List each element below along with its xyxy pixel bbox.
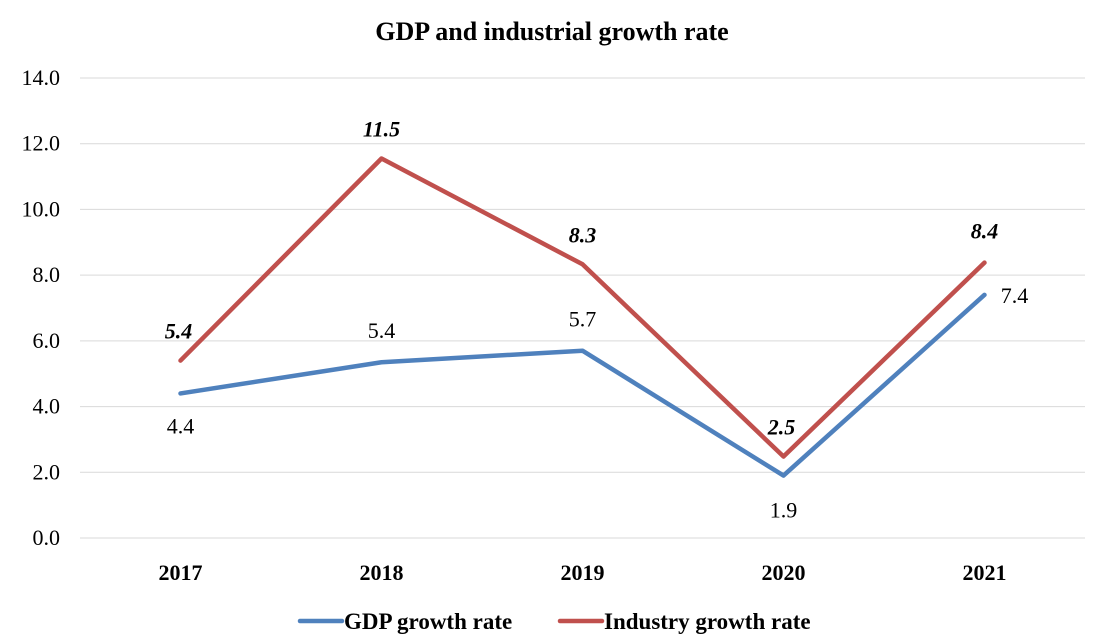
y-tick-label: 10.0 [22, 196, 61, 221]
data-label-gdp-2019: 5.7 [569, 307, 597, 332]
y-tick-label: 4.0 [33, 394, 61, 419]
x-tick-label-2020: 2020 [762, 560, 806, 585]
data-label-gdp-2017: 4.4 [167, 413, 195, 438]
y-tick-label: 0.0 [33, 525, 61, 550]
grid-lines [80, 77, 1085, 539]
data-label-industry-2018: 11.5 [363, 117, 400, 142]
series-lines [178, 156, 987, 478]
y-tick-label: 2.0 [33, 459, 61, 484]
y-tick-label: 14.0 [22, 65, 61, 90]
y-tick-label: 12.0 [22, 131, 61, 156]
data-label-industry-2020: 2.5 [767, 415, 796, 440]
data-label-gdp-2018: 5.4 [368, 318, 396, 343]
data-label-industry-2019: 8.3 [569, 222, 597, 247]
x-tick-label-2017: 2017 [159, 560, 203, 585]
x-tick-label-2018: 2018 [360, 560, 404, 585]
x-axis-ticks: 2017 2018 2019 2020 2021 [159, 560, 1007, 585]
y-tick-label: 8.0 [33, 262, 61, 287]
y-axis-ticks: 0.0 2.0 4.0 6.0 8.0 10.0 12.0 14.0 [22, 65, 61, 550]
series-line-industry [178, 156, 987, 459]
data-labels: 4.4 5.4 5.7 1.9 7.4 5.4 11.5 8.3 2.5 8.4 [165, 117, 1029, 523]
series-line-gdp [178, 292, 987, 478]
chart-title: GDP and industrial growth rate [375, 17, 728, 46]
data-label-gdp-2020: 1.9 [770, 498, 798, 523]
data-label-industry-2017: 5.4 [165, 319, 193, 344]
x-tick-label-2019: 2019 [561, 560, 605, 585]
legend-label-gdp: GDP growth rate [344, 609, 512, 634]
y-tick-label: 6.0 [33, 328, 61, 353]
data-label-industry-2021: 8.4 [971, 219, 999, 244]
legend-label-industry: Industry growth rate [604, 609, 811, 634]
data-label-gdp-2021: 7.4 [1001, 283, 1029, 308]
legend: GDP growth rate Industry growth rate [297, 609, 811, 634]
x-tick-label-2021: 2021 [963, 560, 1007, 585]
